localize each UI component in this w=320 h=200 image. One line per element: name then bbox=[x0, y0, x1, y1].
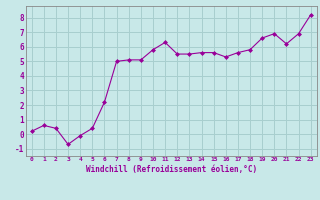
X-axis label: Windchill (Refroidissement éolien,°C): Windchill (Refroidissement éolien,°C) bbox=[86, 165, 257, 174]
